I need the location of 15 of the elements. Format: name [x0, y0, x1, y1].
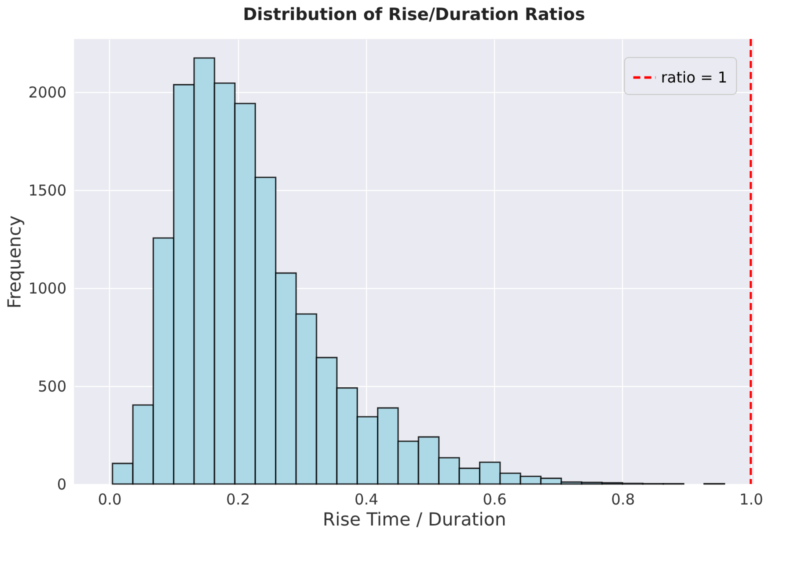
y-tick-label: 0	[56, 476, 66, 494]
x-tick-label: 0.0	[98, 490, 122, 508]
x-tick-label: 1.0	[739, 490, 764, 508]
y-tick-label: 2000	[28, 83, 66, 102]
chart-title: Distribution of Rise/Duration Ratios	[242, 4, 586, 25]
x-axis-title: Rise Time / Duration	[322, 510, 506, 530]
y-tick-label: 1500	[28, 181, 66, 200]
y-tick-label: 500	[38, 377, 66, 396]
y-tick-label: 1000	[28, 279, 66, 298]
ref-line-label: ratio = 1	[661, 68, 728, 86]
x-tick-label: 0.6	[482, 490, 507, 508]
y-axis-title: Frequency	[4, 215, 26, 308]
x-tick-label: 0.2	[226, 490, 250, 508]
x-tick-label: 0.4	[354, 490, 378, 508]
x-tick-label: 0.8	[611, 490, 635, 508]
